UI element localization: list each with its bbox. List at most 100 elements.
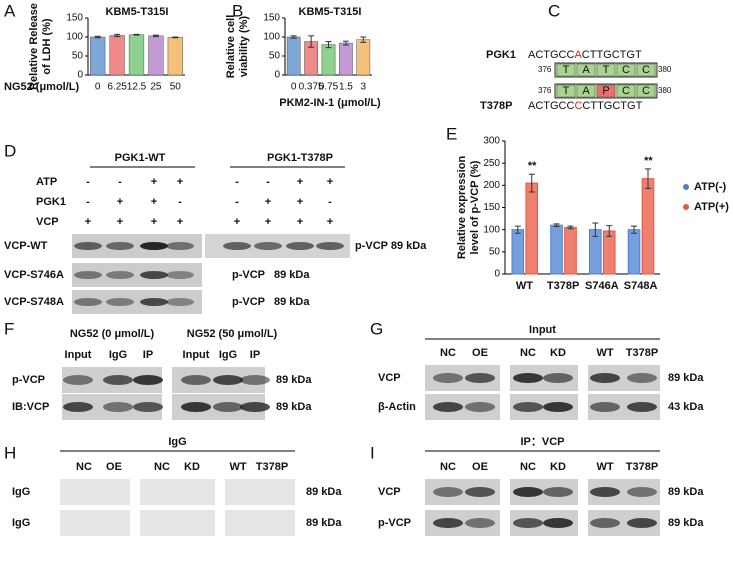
y-tick-label: 0 bbox=[274, 70, 280, 81]
cell bbox=[636, 84, 656, 98]
y-label-line: Relative expression bbox=[456, 156, 468, 260]
y-tick-label: 250 bbox=[483, 158, 500, 169]
x-tick-label: 6.25 bbox=[107, 82, 127, 93]
blot-title: IgG bbox=[168, 436, 186, 448]
band bbox=[213, 402, 243, 412]
band bbox=[74, 298, 102, 306]
sign: - bbox=[118, 176, 122, 188]
band bbox=[513, 518, 543, 528]
bar bbox=[602, 230, 616, 275]
cell bbox=[616, 84, 636, 98]
lane-label: NC bbox=[440, 461, 456, 473]
lane-label: KD bbox=[184, 461, 200, 473]
seq-cell: 376 bbox=[538, 86, 552, 95]
y-tick-label: 50 bbox=[269, 51, 281, 62]
band bbox=[133, 375, 163, 385]
kda: 89 kDa bbox=[668, 372, 704, 384]
band bbox=[433, 402, 463, 412]
seq-cell: A bbox=[582, 85, 590, 97]
band bbox=[465, 518, 495, 528]
lane-label: NC bbox=[154, 461, 170, 473]
band bbox=[627, 402, 657, 412]
bar bbox=[321, 44, 336, 76]
x-tick-label: S748A bbox=[624, 280, 658, 292]
blot-label: VCP-S746A bbox=[4, 269, 64, 281]
sign: - bbox=[178, 196, 182, 208]
band bbox=[106, 298, 134, 306]
seq-cell: A bbox=[582, 64, 590, 76]
x-tick-label: 25 bbox=[150, 82, 162, 93]
blot-label: VCP-WT bbox=[4, 240, 48, 252]
sign: + bbox=[151, 196, 157, 208]
y-label-line: viability (%) bbox=[238, 16, 250, 77]
lane-label: KD bbox=[550, 461, 566, 473]
condition: ATP bbox=[36, 176, 57, 188]
bar bbox=[339, 42, 353, 76]
x-tick-label: S746A bbox=[585, 280, 619, 292]
lane-label: T378P bbox=[626, 347, 658, 359]
blot-right: p-VCP 89 kDa bbox=[355, 240, 427, 252]
lane-label: IP bbox=[143, 349, 153, 361]
seq-cell: C bbox=[622, 64, 630, 76]
y-tick-label: 150 bbox=[263, 13, 280, 24]
blot-title: Input bbox=[529, 324, 556, 336]
legend-marker bbox=[683, 204, 689, 210]
lane-label: IP bbox=[250, 349, 260, 361]
x-tick-label: 0.375 bbox=[299, 82, 324, 93]
blot bbox=[225, 479, 295, 505]
band bbox=[543, 402, 573, 412]
bar bbox=[167, 37, 183, 76]
band bbox=[627, 518, 657, 528]
band bbox=[106, 242, 134, 250]
bar bbox=[511, 229, 525, 275]
row-label: p-VCP bbox=[378, 517, 411, 529]
lane-label: T378P bbox=[626, 461, 658, 473]
y-label-line: of LDH (%) bbox=[41, 18, 53, 75]
seq-cell: T bbox=[563, 85, 570, 97]
bar bbox=[641, 178, 655, 275]
lane-label: IgG bbox=[109, 349, 127, 361]
bar bbox=[148, 35, 164, 76]
condition: PGK1 bbox=[36, 196, 66, 208]
band bbox=[166, 242, 194, 250]
row-label: IgG bbox=[12, 486, 30, 498]
band bbox=[433, 373, 463, 383]
band bbox=[181, 402, 211, 412]
y-label-line: level of p-VCP (%) bbox=[469, 160, 481, 254]
x-tick-label: 1.5 bbox=[339, 82, 353, 93]
legend-label: ATP(-) bbox=[694, 181, 727, 193]
bar bbox=[109, 35, 125, 76]
seq-name: T378P bbox=[480, 100, 512, 112]
bar bbox=[90, 36, 106, 76]
band bbox=[627, 373, 657, 383]
sign: - bbox=[328, 196, 332, 208]
band bbox=[513, 402, 543, 412]
annotation: ** bbox=[528, 160, 537, 172]
sign: + bbox=[265, 216, 271, 228]
lane-label: Input bbox=[183, 349, 210, 361]
band bbox=[286, 242, 314, 250]
kda: 89 kDa bbox=[306, 517, 342, 529]
row-label: IB:VCP bbox=[12, 401, 49, 413]
band bbox=[513, 487, 543, 497]
lane-label: T378P bbox=[256, 461, 288, 473]
band bbox=[513, 373, 543, 383]
band bbox=[106, 271, 134, 279]
seq-part: C bbox=[574, 100, 582, 112]
seq-cell: 380 bbox=[658, 86, 672, 95]
y-tick-label: 50 bbox=[489, 246, 501, 257]
x-tick-label: T378P bbox=[547, 280, 579, 292]
band bbox=[316, 242, 344, 250]
kda: 89 kDa bbox=[276, 401, 312, 413]
seq-part: A bbox=[574, 49, 582, 61]
chart-title: KBM5-T315I bbox=[299, 6, 362, 18]
bar bbox=[286, 36, 301, 76]
sign: + bbox=[85, 216, 91, 228]
y-tick-label: 200 bbox=[483, 180, 500, 191]
seq-cell: T bbox=[603, 64, 610, 76]
blot bbox=[225, 510, 295, 536]
seq-part: CTTGCTGT bbox=[582, 49, 642, 61]
blot-title: IP：VCP bbox=[520, 436, 564, 448]
row-label: IgG bbox=[12, 517, 30, 529]
x-tick-label: 12.5 bbox=[127, 82, 147, 93]
